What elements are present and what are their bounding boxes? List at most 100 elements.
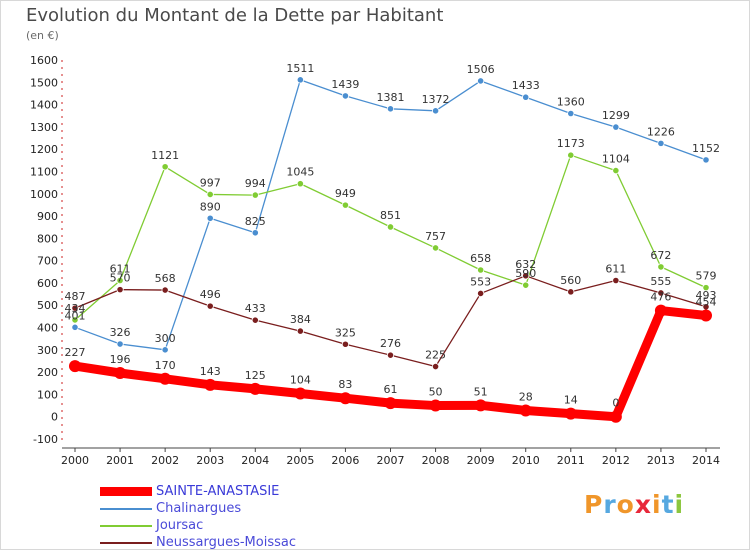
data-label: 384 (290, 313, 311, 326)
logo-letter: r (603, 490, 617, 519)
data-point (657, 139, 665, 147)
y-tick-label: 1200 (30, 143, 58, 156)
data-label: 493 (696, 289, 717, 302)
data-label: 14 (564, 394, 578, 407)
y-tick-label: 1500 (30, 76, 58, 89)
data-point (251, 191, 259, 199)
data-point (522, 93, 530, 101)
data-label: 325 (335, 326, 356, 339)
data-point (386, 351, 395, 359)
legend-swatch (100, 542, 152, 544)
data-label: 28 (519, 390, 533, 403)
data-point (296, 76, 304, 84)
logo-letter: i (674, 490, 685, 519)
data-point (702, 284, 710, 292)
data-label: 890 (200, 200, 221, 213)
x-tick-label: 2003 (196, 454, 224, 467)
data-label: 1439 (331, 78, 359, 91)
data-label: 170 (155, 359, 176, 372)
data-label: 326 (110, 326, 131, 339)
data-label: 454 (696, 295, 717, 308)
data-point (386, 223, 395, 231)
x-tick-label: 2012 (602, 454, 630, 467)
data-label: 300 (155, 332, 176, 345)
data-label: 949 (335, 187, 356, 200)
data-label: 553 (470, 275, 491, 288)
data-point (206, 190, 214, 199)
data-label: 851 (380, 209, 401, 222)
data-point (567, 151, 575, 159)
data-label: 433 (245, 302, 266, 315)
data-point (612, 276, 620, 285)
y-tick-label: 1300 (30, 121, 58, 134)
unit-label: (en €) (26, 29, 59, 42)
data-label: 611 (110, 262, 131, 275)
data-point (206, 302, 214, 310)
data-label: 50 (429, 386, 443, 399)
data-point (474, 399, 487, 412)
x-tick-label: 2004 (241, 454, 269, 467)
data-label: 476 (650, 291, 671, 304)
brand-logo: Proxiti (584, 490, 684, 519)
logo-letter: i (652, 490, 662, 519)
data-label: 1360 (557, 96, 585, 109)
data-label: 1226 (647, 125, 675, 138)
data-label: 83 (338, 378, 352, 391)
chart-title: Evolution du Montant de la Dette par Hab… (26, 5, 444, 26)
x-tick-label: 2011 (557, 454, 585, 467)
y-tick-label: -100 (33, 433, 58, 446)
data-label: 757 (425, 230, 446, 243)
y-tick-label: 200 (37, 366, 58, 379)
data-point (71, 316, 79, 324)
data-point (341, 201, 350, 209)
data-point (477, 289, 485, 298)
data-point (567, 288, 575, 296)
data-label: 1299 (602, 109, 630, 122)
data-label: 1372 (422, 93, 450, 106)
x-tick-label: 2009 (467, 454, 495, 467)
data-point (161, 286, 169, 294)
data-label: 1381 (377, 91, 405, 104)
data-label: 825 (245, 215, 266, 228)
data-label: 555 (650, 275, 671, 288)
logo-letter: o (616, 490, 635, 519)
data-point (161, 163, 169, 171)
data-label: 1121 (151, 149, 179, 162)
series-line-joursac (74, 154, 707, 321)
data-label: 560 (560, 274, 581, 287)
data-point (116, 340, 124, 348)
data-point (251, 229, 259, 237)
data-point (657, 289, 665, 297)
data-label: 1506 (467, 63, 495, 76)
legend-label: SAINTE-ANASTASIE (156, 484, 280, 499)
data-point (657, 263, 665, 271)
data-point (296, 180, 304, 188)
y-tick-label: 1600 (30, 54, 58, 67)
x-tick-label: 2010 (512, 454, 540, 467)
data-label: 994 (245, 177, 266, 190)
data-label: 632 (515, 258, 536, 271)
y-tick-label: 1100 (30, 165, 58, 178)
x-tick-label: 2000 (61, 454, 89, 467)
line-chart: -100010020030040050060070080090010001100… (30, 54, 720, 467)
x-tick-label: 2013 (647, 454, 675, 467)
data-label: 0 (612, 397, 619, 410)
data-point (431, 244, 440, 252)
data-point (567, 109, 575, 118)
data-label: 568 (155, 272, 176, 285)
data-point (161, 346, 169, 354)
y-tick-label: 1000 (30, 188, 58, 201)
y-tick-label: 100 (37, 388, 58, 401)
data-point (609, 410, 622, 423)
data-label: 196 (110, 353, 131, 366)
data-point (612, 166, 620, 175)
data-point (522, 281, 530, 289)
data-label: 579 (696, 270, 717, 283)
data-label: 1045 (286, 166, 314, 179)
x-tick-label: 2014 (692, 454, 720, 467)
data-point (654, 304, 667, 317)
data-label: 1152 (692, 142, 720, 155)
data-point (206, 214, 214, 222)
legend-label: Neussargues-Moissac (156, 535, 296, 550)
